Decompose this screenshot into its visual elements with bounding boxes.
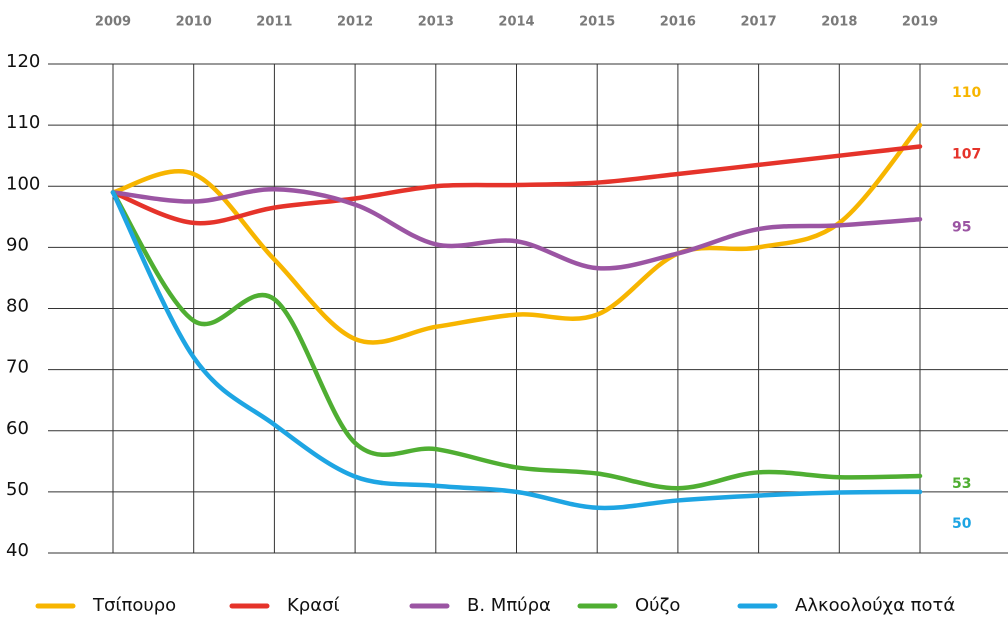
series-line [110, 144, 923, 226]
x-tick-label: 2016 [660, 15, 696, 30]
y-tick-label: 120 [6, 51, 40, 72]
series-line [110, 190, 923, 491]
y-tick-label: 110 [6, 112, 40, 133]
x-tick-label: 2014 [498, 15, 534, 30]
series-line [110, 122, 923, 345]
legend-label: Β. Μπύρα [467, 595, 551, 616]
y-tick-label: 90 [6, 234, 29, 255]
y-tick-label: 70 [6, 357, 29, 378]
x-tick-label: 2017 [741, 15, 777, 30]
data-label: 50 [952, 516, 972, 532]
y-tick-label: 60 [6, 418, 29, 439]
x-tick-label: 2012 [337, 15, 373, 30]
series-line [110, 190, 923, 511]
x-tick-label: 2013 [418, 15, 454, 30]
data-label: 107 [952, 147, 981, 163]
x-tick-label: 2015 [579, 15, 615, 30]
data-label: 53 [952, 476, 971, 492]
x-tick-label: 2009 [95, 15, 131, 30]
legend-label: Κρασί [287, 595, 340, 616]
series-line [110, 187, 923, 271]
y-tick-label: 100 [6, 173, 40, 194]
x-tick-label: 2010 [176, 15, 212, 30]
legend-label: Αλκοολούχα ποτά [795, 595, 955, 616]
y-tick-label: 40 [6, 540, 29, 561]
data-label: 95 [952, 219, 971, 235]
data-label: 110 [952, 85, 981, 101]
x-tick-label: 2019 [902, 15, 938, 30]
y-tick-label: 80 [6, 296, 29, 317]
x-tick-label: 2011 [256, 15, 292, 30]
y-tick-label: 50 [6, 479, 29, 500]
x-tick-label: 2018 [821, 15, 857, 30]
legend-label: Ούζο [635, 595, 680, 616]
legend-label: Τσίπουρο [92, 595, 176, 616]
